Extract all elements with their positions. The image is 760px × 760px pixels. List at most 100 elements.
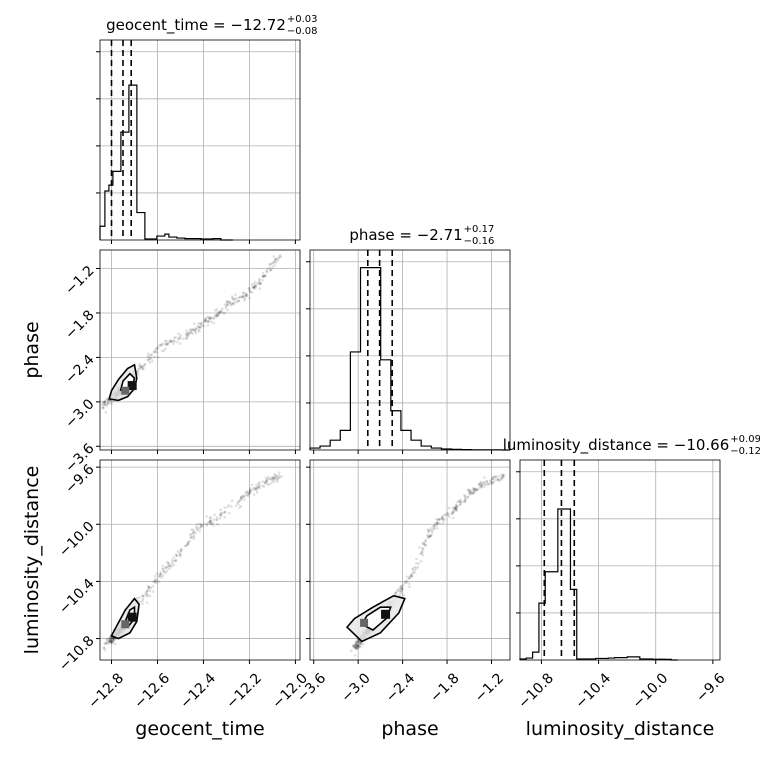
- scatter-point: [226, 308, 230, 312]
- scatter-point: [255, 487, 258, 491]
- scatter-point: [167, 561, 171, 565]
- scatter-point: [418, 546, 421, 549]
- scatter-point: [254, 284, 257, 288]
- scatter-point: [257, 483, 261, 487]
- scatter-point: [463, 494, 467, 498]
- scatter-point: [189, 536, 193, 539]
- scatter-point: [241, 291, 245, 295]
- scatter-point: [163, 342, 167, 346]
- scatter-point: [483, 476, 486, 479]
- scatter-point: [145, 589, 149, 593]
- scatter-point: [455, 504, 459, 508]
- scatter-point: [103, 648, 107, 652]
- scatter-point: [215, 308, 219, 311]
- scatter-point: [433, 526, 436, 530]
- scatter-point: [230, 499, 234, 503]
- scatter-point: [245, 293, 248, 296]
- scatter-point: [168, 564, 171, 567]
- scatter-point: [141, 367, 145, 371]
- scatter-point: [455, 508, 459, 512]
- scatter-point: [231, 296, 234, 300]
- scatter-point: [396, 588, 399, 591]
- panel-2-2: [519, 459, 721, 661]
- scatter-point: [193, 322, 196, 326]
- scatter-point: [354, 640, 358, 644]
- scatter-point: [177, 337, 181, 340]
- scatter-point: [212, 518, 215, 521]
- scatter-point: [474, 488, 478, 491]
- scatter-point: [186, 334, 189, 338]
- scatter-point: [152, 350, 156, 354]
- scatter-point: [159, 571, 163, 574]
- scatter-point: [109, 640, 112, 644]
- scatter-point: [205, 522, 209, 526]
- scatter-point: [200, 322, 204, 325]
- scatter-point: [231, 301, 235, 305]
- scatter-point: [154, 579, 157, 582]
- scatter-point: [230, 505, 233, 508]
- scatter-point: [238, 506, 241, 509]
- scatter-point: [216, 314, 220, 318]
- scatter-point: [200, 324, 204, 327]
- scatter-point: [205, 515, 208, 518]
- scatter-point: [411, 568, 414, 571]
- scatter-point: [189, 328, 193, 332]
- scatter-point: [223, 510, 227, 514]
- axis-label-x-phase: phase: [381, 718, 438, 740]
- scatter-point: [419, 559, 423, 563]
- scatter-point: [454, 507, 458, 511]
- scatter-point: [216, 312, 219, 316]
- scatter-point: [274, 476, 277, 480]
- scatter-point: [143, 362, 147, 366]
- scatter-point: [164, 566, 168, 569]
- scatter-point: [355, 644, 359, 648]
- scatter-point: [429, 534, 432, 538]
- scatter-point: [226, 303, 229, 307]
- scatter-point: [424, 538, 427, 542]
- scatter-point: [111, 637, 115, 641]
- scatter-point: [478, 484, 482, 488]
- scatter-point: [146, 358, 149, 362]
- scatter-point: [234, 298, 237, 302]
- scatter-point: [492, 480, 496, 484]
- scatter-point: [172, 336, 176, 340]
- scatter-point: [234, 293, 237, 296]
- scatter-point: [189, 330, 193, 334]
- scatter-point: [157, 575, 161, 579]
- scatter-point: [400, 589, 403, 593]
- scatter-point: [496, 478, 500, 482]
- scatter-point: [272, 255, 276, 258]
- scatter-point: [357, 639, 360, 643]
- scatter-point: [179, 550, 183, 553]
- scatter-point: [427, 529, 430, 533]
- density-peak-phase|luminosity_distance-0: [381, 609, 391, 619]
- scatter-point: [170, 564, 173, 568]
- scatter-point: [423, 541, 426, 544]
- scatter-point: [212, 524, 215, 527]
- scatter-point: [409, 574, 413, 577]
- scatter-point: [218, 311, 221, 315]
- scatter-point: [480, 485, 484, 489]
- scatter-point: [194, 330, 197, 333]
- tick-label-x-luminosity_distance-2: −10.0: [630, 670, 672, 712]
- scatter-point: [199, 524, 203, 527]
- scatter-point: [271, 261, 275, 264]
- scatter-point: [433, 524, 436, 527]
- scatter-point: [179, 553, 183, 556]
- scatter-point: [399, 590, 403, 594]
- scatter-point: [257, 278, 261, 282]
- scatter-point: [226, 300, 229, 303]
- panel-title-lower-error-geocent_time: −0.08: [287, 26, 318, 37]
- scatter-point: [473, 489, 477, 493]
- scatter-point: [399, 586, 403, 590]
- scatter-point: [441, 521, 445, 525]
- scatter-point: [189, 536, 193, 539]
- scatter-point: [217, 310, 220, 314]
- scatter-point: [479, 483, 483, 487]
- scatter-point: [204, 318, 207, 321]
- scatter-point: [179, 333, 183, 337]
- scatter-point: [446, 513, 450, 517]
- scatter-point: [454, 503, 458, 506]
- scatter-point: [413, 568, 417, 572]
- scatter-point: [206, 320, 210, 323]
